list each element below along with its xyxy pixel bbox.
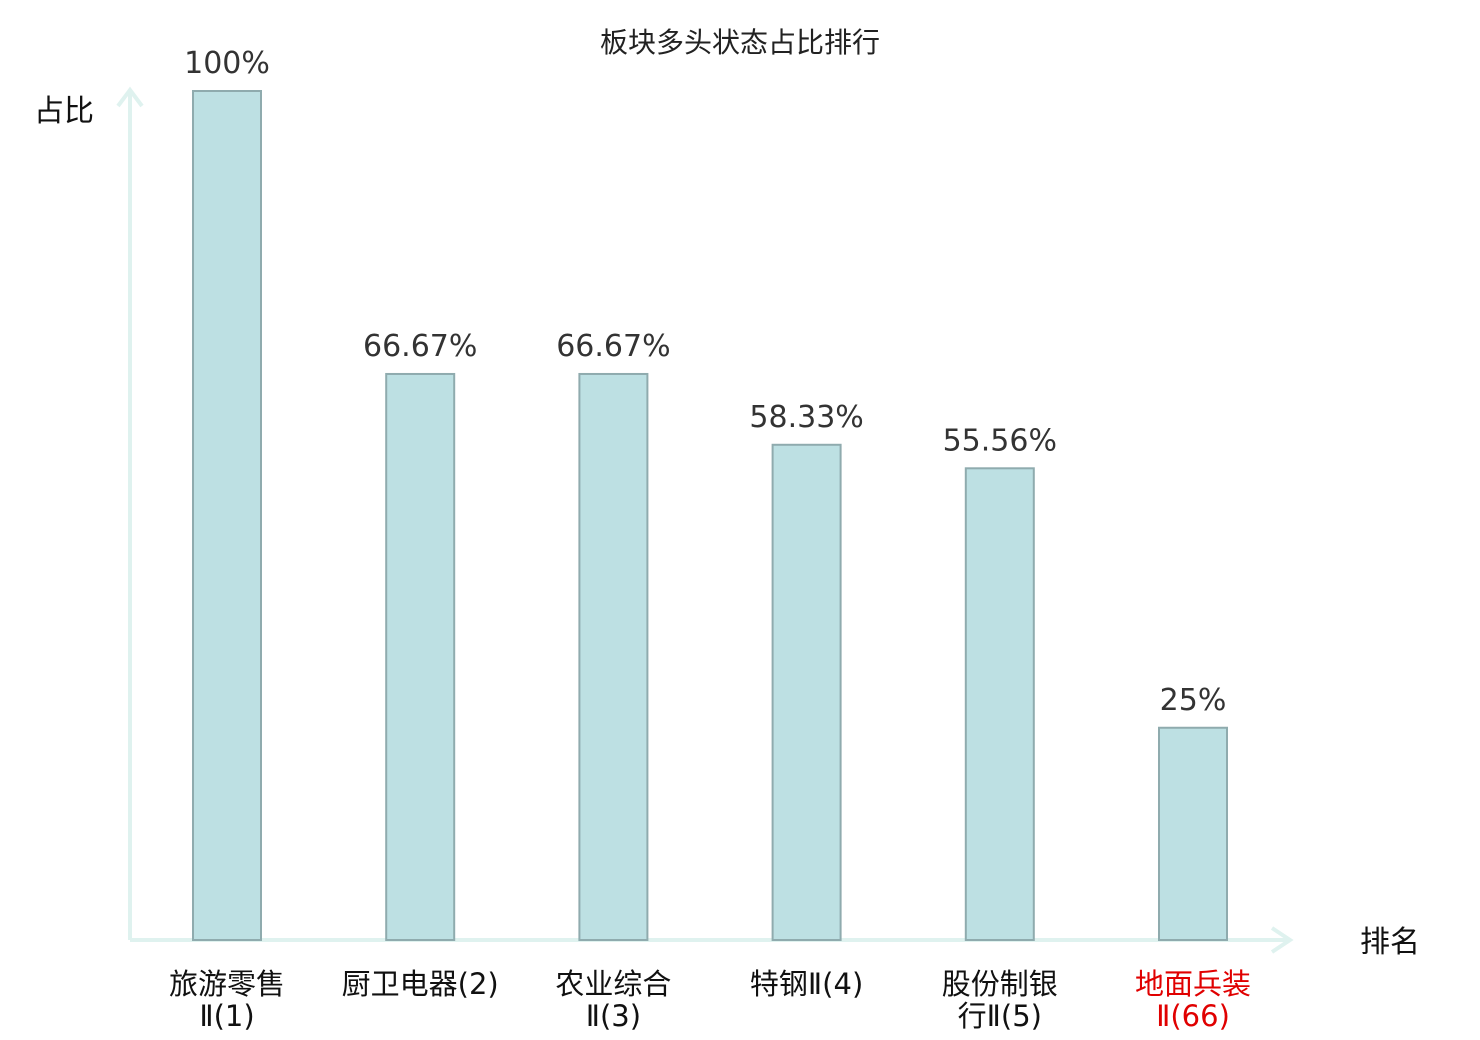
- value-label-2: 66.67%: [363, 329, 477, 364]
- category-label-line: Ⅱ(3): [586, 999, 641, 1033]
- bar-2: [385, 372, 456, 942]
- category-label-1: 旅游零售 Ⅱ(1): [169, 967, 285, 1033]
- bar-6: [1158, 726, 1228, 941]
- value-label-3: 66.67%: [556, 329, 670, 364]
- category-label-line: 行Ⅱ(5): [958, 999, 1042, 1033]
- category-label-line: 股份制银: [942, 967, 1058, 1001]
- bar-5: [964, 467, 1035, 941]
- category-label-line: 特钢Ⅱ(4): [750, 967, 863, 1001]
- category-label-2: 厨卫电器(2): [342, 967, 499, 1001]
- category-label-line: 旅游零售: [169, 967, 285, 1001]
- category-label-6: 地面兵装 Ⅱ(66): [1135, 967, 1251, 1033]
- category-label-line: 地面兵装: [1135, 967, 1251, 1001]
- value-labels-group: 100% 66.67% 66.67% 58.33% 55.56% 25%: [184, 46, 1226, 718]
- value-label-4: 58.33%: [749, 400, 863, 435]
- bar-3: [578, 372, 649, 942]
- category-label-4: 特钢Ⅱ(4): [750, 967, 863, 1001]
- bar-4: [771, 443, 842, 941]
- category-label-line: 厨卫电器(2): [342, 967, 499, 1001]
- category-labels-group: 旅游零售 Ⅱ(1) 厨卫电器(2) 农业综合 Ⅱ(3) 特钢Ⅱ(4) 股份制银行Ⅱ(5) 地面…: [169, 967, 1251, 1033]
- category-label-line: 农业综合: [555, 967, 671, 1001]
- value-label-5: 55.56%: [943, 423, 1057, 458]
- value-label-1: 100%: [184, 46, 270, 81]
- category-label-5: 股份制银行Ⅱ(5): [942, 967, 1058, 1033]
- y-axis-arrow: [116, 86, 144, 108]
- category-label-3: 农业综合 Ⅱ(3): [555, 967, 671, 1033]
- x-axis-arrow: [1270, 926, 1294, 954]
- bars-group: [192, 90, 1228, 942]
- y-axis-label: 占比: [34, 94, 94, 129]
- bar-1: [192, 90, 262, 941]
- category-label-line: Ⅱ(66): [1156, 999, 1230, 1033]
- chart-title: 板块多头状态占比排行: [600, 26, 880, 59]
- value-label-6: 25%: [1160, 683, 1227, 718]
- x-axis-label: 排名: [1360, 925, 1420, 960]
- category-label-line: Ⅱ(1): [199, 999, 254, 1033]
